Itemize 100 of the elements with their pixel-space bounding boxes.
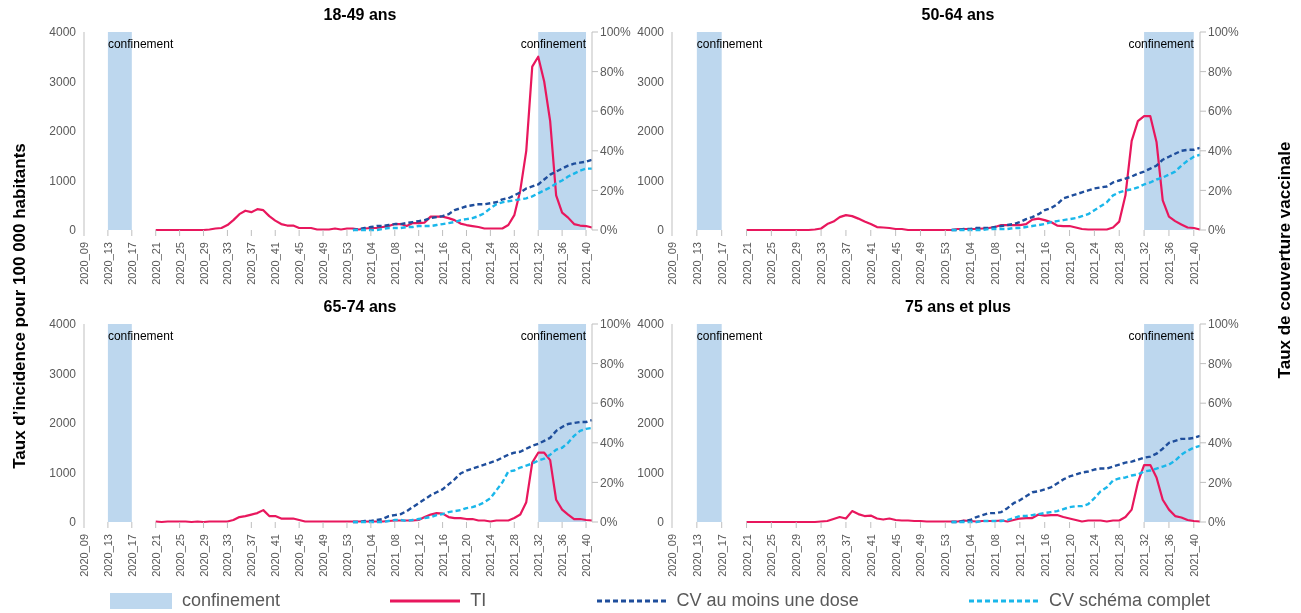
y2-tick-label: 60% <box>600 396 625 411</box>
x-tick-label: 2021_40 <box>580 242 593 285</box>
x-tick-label: 2020_09 <box>78 534 90 577</box>
x-tick-label: 2020_21 <box>740 534 753 577</box>
x-tick-label: 2020_33 <box>815 534 828 577</box>
band-label: confinement <box>696 37 763 51</box>
band-label: confinement <box>1128 329 1195 343</box>
line-series <box>745 463 1202 524</box>
y2-tick-label: 20% <box>1208 183 1233 198</box>
x-tick-label: 2021_16 <box>1038 242 1051 285</box>
y-tick-label: 1000 <box>49 465 77 480</box>
x-tick-label: 2021_28 <box>508 534 521 577</box>
x-tick-label: 2020_37 <box>839 534 852 577</box>
x-tick-label: 2020_29 <box>197 534 210 577</box>
x-tick-label: 2021_12 <box>412 242 425 285</box>
chart-title: 50-64 ans <box>920 5 996 25</box>
x-tick-label: 2021_36 <box>1162 534 1175 577</box>
y-tick-label: 4000 <box>49 25 77 40</box>
x-tick-label: 2021_20 <box>460 242 473 285</box>
x-tick-label: 2020_29 <box>790 242 803 285</box>
x-tick-label: 2020_29 <box>197 242 210 285</box>
y2-tick-label: 80% <box>600 356 625 371</box>
x-tick-label: 2021_24 <box>484 534 497 577</box>
x-tick-label: 2021_20 <box>460 534 473 577</box>
x-tick-label: 2020_25 <box>765 534 778 577</box>
band-label: confinement <box>520 329 587 343</box>
y-tick-label: 0 <box>657 515 665 530</box>
x-tick-label: 2021_24 <box>1088 242 1101 285</box>
y-tick-label: 0 <box>657 223 665 238</box>
legend-label: CV schéma complet <box>1048 590 1210 611</box>
y2-tick-label: 100% <box>600 317 632 332</box>
y2-tick-label: 40% <box>600 144 625 159</box>
line-series <box>154 55 594 232</box>
x-tick-label: 2021_04 <box>364 242 377 285</box>
x-tick-label: 2021_40 <box>1187 534 1200 577</box>
x-tick-label: 2020_49 <box>914 242 927 285</box>
x-tick-label: 2021_12 <box>412 534 425 577</box>
legend-label: CV au moins une dose <box>676 590 859 611</box>
x-tick-label: 2021_04 <box>964 242 977 285</box>
text: confinement <box>182 590 281 610</box>
y2-tick-label: 60% <box>1208 104 1233 119</box>
x-tick-label: 2021_40 <box>580 534 593 577</box>
x-tick-label: 2020_25 <box>765 242 778 285</box>
y2-tick-label: 20% <box>600 183 625 198</box>
y-tick-label: 2000 <box>49 416 77 431</box>
x-tick-label: 2020_41 <box>269 534 282 577</box>
line-series <box>154 451 594 524</box>
y2-tick-label: 100% <box>1208 25 1240 40</box>
x-tick-label: 2020_13 <box>101 534 114 577</box>
line-series <box>745 115 1202 232</box>
x-tick-label: 2021_08 <box>388 242 401 285</box>
chart-title: 65-74 ans <box>322 297 398 317</box>
x-tick-label: 2020_17 <box>125 534 138 577</box>
y2-tick-label: 40% <box>1208 144 1233 159</box>
y2-tick-label: 0% <box>600 223 618 238</box>
x-tick-label: 2020_41 <box>864 242 877 285</box>
y-tick-label: 3000 <box>637 366 665 381</box>
x-tick-label: 2020_45 <box>889 242 902 285</box>
x-tick-label: 2021_16 <box>1038 534 1051 577</box>
x-tick-label: 2020_13 <box>690 242 703 285</box>
x-tick-label: 2021_20 <box>1063 534 1076 577</box>
x-tick-label: 2020_37 <box>245 242 258 285</box>
y-tick-label: 2000 <box>49 124 77 139</box>
x-tick-label: 2021_24 <box>1088 534 1101 577</box>
y2-tick-label: 80% <box>1208 356 1233 371</box>
y2-tick-label: 0% <box>600 515 618 530</box>
x-tick-label: 2021_32 <box>532 242 545 285</box>
x-tick-label: 2021_36 <box>556 534 569 577</box>
x-tick-label: 2021_12 <box>1013 242 1026 285</box>
y-tick-label: 1000 <box>637 465 665 480</box>
y-tick-label: 4000 <box>49 317 77 332</box>
x-tick-label: 2020_53 <box>340 534 353 577</box>
x-tick-label: 2020_17 <box>715 534 728 577</box>
band-label: confinement <box>107 37 174 51</box>
x-tick-label: 2020_45 <box>293 242 306 285</box>
x-tick-label: 2021_24 <box>484 242 497 285</box>
y2-tick-label: 80% <box>600 64 625 79</box>
y-tick-label: 1000 <box>49 173 77 188</box>
x-tick-label: 2020_17 <box>715 242 728 285</box>
x-tick-label: 2020_33 <box>221 242 234 285</box>
x-tick-label: 2021_32 <box>1138 534 1151 577</box>
y-tick-label: 0 <box>69 515 77 530</box>
x-tick-label: 2021_16 <box>436 242 449 285</box>
x-tick-label: 2020_25 <box>173 242 186 285</box>
x-tick-label: 2021_16 <box>436 534 449 577</box>
band-label: confinement <box>520 37 587 51</box>
x-tick-label: 2021_08 <box>989 242 1002 285</box>
y2-tick-label: 0% <box>1208 223 1226 238</box>
chart-title: 75 ans et plus <box>904 297 1012 317</box>
x-tick-label: 2021_32 <box>1138 242 1151 285</box>
y2-tick-label: 40% <box>1208 436 1233 451</box>
y-tick-label: 0 <box>69 223 77 238</box>
x-tick-label: 2021_20 <box>1063 242 1076 285</box>
x-tick-label: 2021_32 <box>532 534 545 577</box>
x-tick-label: 2020_13 <box>690 534 703 577</box>
x-tick-label: 2021_28 <box>1113 242 1126 285</box>
legend-label: TI <box>470 590 487 611</box>
y-tick-label: 4000 <box>637 317 665 332</box>
band-label: confinement <box>696 329 763 343</box>
x-tick-label: 2020_37 <box>839 242 852 285</box>
